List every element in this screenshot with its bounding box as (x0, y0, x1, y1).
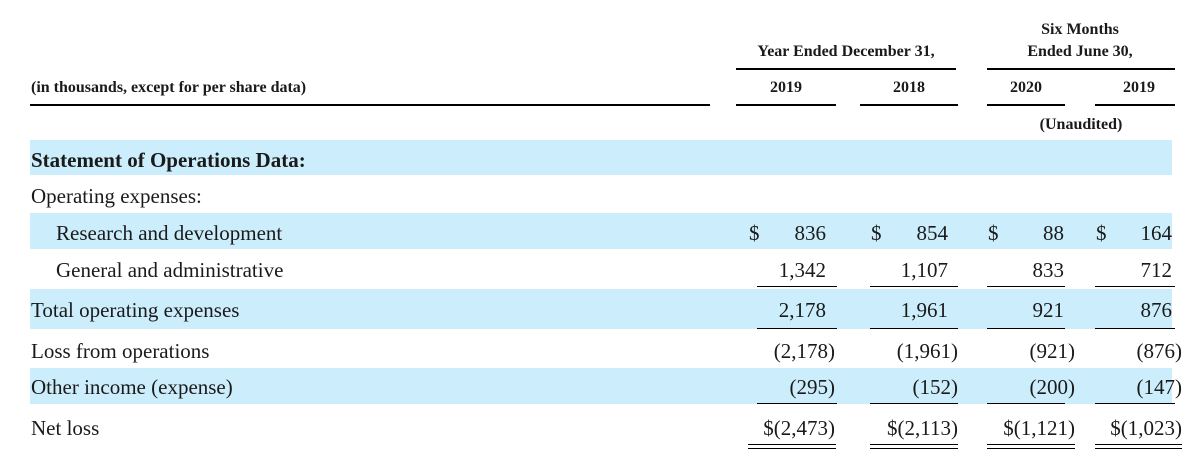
col-header-2020: 2020 (1010, 79, 1042, 96)
header-rule-2019b (1095, 104, 1175, 106)
ga-value-2019: 1,342 (778, 258, 826, 282)
total-value-2019b: 876 (1140, 298, 1173, 322)
group-rule-six-months (987, 68, 1175, 70)
unaudited-label: (Unaudited) (1039, 116, 1123, 133)
ga-underline-1 (757, 286, 837, 287)
group-header-year-ended: Year Ended December 31, (757, 43, 935, 60)
header-rule-2018 (860, 104, 958, 106)
loss-ops-value-2019: (2,178) (773, 339, 835, 363)
total-value-2019: 2,178 (778, 298, 826, 322)
other-underline-2 (870, 403, 958, 404)
other-value-2019: (295) (789, 375, 836, 399)
rd-dollar-4: $ (1096, 221, 1107, 245)
other-underline-4 (1095, 403, 1175, 404)
rd-value-2018: 854 (916, 221, 949, 245)
net-double-underline-1 (748, 444, 836, 449)
ga-value-2020: 833 (1032, 258, 1065, 282)
group-header-six-months-line1: Six Months (1041, 21, 1119, 38)
loss-ops-value-2018: (1,961) (896, 339, 958, 363)
col-header-2019: 2019 (770, 79, 802, 96)
net-double-underline-2 (870, 444, 958, 449)
ga-underline-3 (987, 286, 1065, 287)
ga-underline-4 (1095, 286, 1175, 287)
other-value-2019b: (147) (1136, 375, 1183, 399)
loss-ops-label: Loss from operations (31, 339, 210, 363)
band-total (30, 289, 1172, 329)
other-value-2018: (152) (912, 375, 959, 399)
opex-label: Operating expenses: (31, 184, 202, 208)
ga-underline-2 (870, 286, 958, 287)
net-loss-label: Net loss (31, 416, 100, 440)
total-underline-1 (757, 328, 837, 329)
net-loss-value-2020: $(1,121) (1003, 416, 1075, 440)
rd-dollar-2: $ (871, 221, 882, 245)
rd-label: Research and development (56, 221, 283, 245)
other-label: Other income (expense) (31, 375, 233, 399)
col-header-2019b: 2019 (1123, 79, 1155, 96)
band-section (30, 140, 1172, 175)
total-underline-2 (870, 328, 958, 329)
total-label: Total operating expenses (31, 298, 240, 322)
loss-ops-value-2019b: (876) (1136, 339, 1183, 363)
net-loss-value-2019b: $(1,023) (1110, 416, 1182, 440)
section-title: Statement of Operations Data: (31, 148, 306, 172)
band-other (30, 368, 1172, 404)
total-underline-4 (1095, 328, 1175, 329)
total-underline-3 (987, 328, 1065, 329)
rd-dollar-3: $ (988, 221, 999, 245)
ga-value-2018: 1,107 (900, 258, 948, 282)
other-underline-1 (757, 403, 837, 404)
rd-dollar-1: $ (749, 221, 760, 245)
header-rule-2020 (987, 104, 1065, 106)
col-header-2018: 2018 (893, 79, 925, 96)
other-underline-3 (987, 403, 1065, 404)
net-double-underline-3 (987, 444, 1075, 449)
group-header-six-months-line2: Ended June 30, (1027, 43, 1133, 60)
group-rule-year (736, 68, 956, 70)
total-value-2018: 1,961 (900, 298, 948, 322)
header-rule-label (30, 104, 710, 106)
net-loss-value-2019: $(2,473) (763, 416, 835, 440)
rd-value-2020: 88 (1043, 221, 1064, 245)
total-value-2020: 921 (1032, 298, 1065, 322)
loss-ops-value-2020: (921) (1029, 339, 1076, 363)
other-value-2020: (200) (1029, 375, 1076, 399)
rd-value-2019: 836 (794, 221, 827, 245)
ga-label: General and administrative (56, 258, 284, 282)
band-rd (30, 213, 1172, 249)
net-double-underline-4 (1095, 444, 1182, 449)
rd-value-2019b: 164 (1140, 221, 1173, 245)
net-loss-value-2018: $(2,113) (887, 416, 958, 440)
ga-value-2019b: 712 (1140, 258, 1173, 282)
units-label: (in thousands, except for per share data… (31, 79, 307, 96)
header-rule-2019 (736, 104, 836, 106)
